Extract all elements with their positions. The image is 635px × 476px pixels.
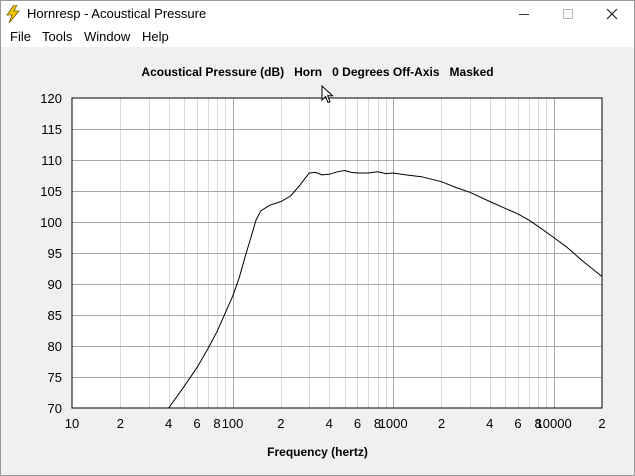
- x-tick-label: 8: [213, 416, 220, 431]
- chart-title-measure: Acoustical Pressure (dB): [141, 65, 285, 79]
- y-tick-label: 90: [48, 277, 62, 292]
- maximize-button[interactable]: [545, 1, 591, 27]
- mouse-cursor-icon: [321, 85, 334, 104]
- maximize-icon: [563, 9, 573, 19]
- y-tick-label: 110: [41, 153, 62, 168]
- y-tick-label: 105: [40, 184, 62, 199]
- plot-frame: [71, 97, 603, 409]
- lightning-bolt-icon: [6, 5, 20, 23]
- chart-grid: [72, 98, 602, 408]
- chart-title: Acoustical Pressure (dB) Horn 0 Degrees …: [1, 65, 634, 79]
- menu-help[interactable]: Help: [142, 29, 169, 44]
- y-tick-label: 70: [48, 401, 62, 416]
- x-tick-label: 8: [534, 416, 541, 431]
- x-axis-label: Frequency (hertz): [267, 445, 368, 459]
- y-tick-label: 120: [40, 91, 62, 106]
- x-tick-label: 2: [277, 416, 284, 431]
- spl-curve: [168, 169, 603, 409]
- x-tick-label: 2: [117, 416, 124, 431]
- chart-title-angle: 0 Degrees Off-Axis: [332, 65, 440, 79]
- x-tick-label: 6: [514, 416, 521, 431]
- chart-title-mode: Masked: [449, 65, 494, 79]
- menu-file[interactable]: File: [10, 29, 31, 44]
- y-tick-label: 115: [41, 122, 62, 137]
- x-tick-label: 100: [222, 416, 244, 431]
- y-tick-label: 100: [40, 215, 62, 230]
- title-bar[interactable]: Hornresp - Acoustical Pressure: [1, 1, 634, 27]
- chart-title-device: Horn: [294, 65, 323, 79]
- x-tick-label: 4: [165, 416, 172, 431]
- close-button[interactable]: [589, 1, 635, 27]
- window-title: Hornresp - Acoustical Pressure: [27, 6, 207, 21]
- x-tick-label: 1000: [379, 416, 408, 431]
- x-tick-label: 4: [326, 416, 333, 431]
- x-tick-label: 2: [438, 416, 445, 431]
- x-tick-label: 4: [486, 416, 493, 431]
- y-tick-label: 75: [48, 370, 62, 385]
- minimize-icon: [519, 14, 529, 15]
- y-tick-label: 85: [48, 308, 62, 323]
- y-tick-label: 80: [48, 339, 62, 354]
- y-tick-labels: 70 75 80 85 90 95 100 105 110 115 120: [40, 91, 62, 416]
- x-tick-label: 10000: [536, 416, 572, 431]
- x-tick-label: 6: [354, 416, 361, 431]
- menu-window[interactable]: Window: [84, 29, 131, 44]
- menu-bar: File Tools Window Help: [1, 27, 634, 47]
- x-tick-label: 8: [374, 416, 381, 431]
- close-icon: [606, 8, 618, 20]
- menu-tools[interactable]: Tools: [42, 29, 73, 44]
- x-tick-label: 10: [65, 416, 79, 431]
- x-tick-label: 6: [193, 416, 200, 431]
- y-tick-label: 95: [48, 246, 62, 261]
- minimize-button[interactable]: [501, 1, 547, 27]
- x-tick-label: 2: [598, 416, 605, 431]
